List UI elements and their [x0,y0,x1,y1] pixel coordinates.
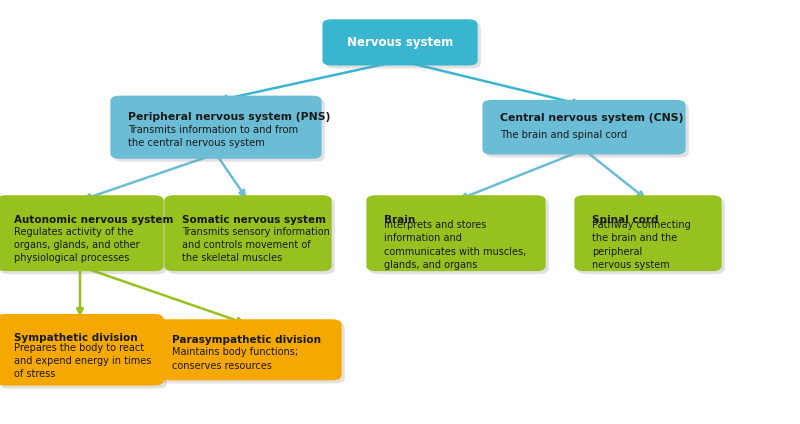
Text: Transmits information to and from
the central nervous system: Transmits information to and from the ce… [128,125,298,148]
FancyBboxPatch shape [0,195,163,271]
Text: Maintains body functions;
conserves resources: Maintains body functions; conserves reso… [172,347,298,371]
Text: Transmits sensory information
and controls movement of
the skeletal muscles: Transmits sensory information and contro… [182,227,330,263]
Text: Spinal cord: Spinal cord [592,215,658,225]
FancyBboxPatch shape [578,198,725,274]
FancyBboxPatch shape [322,19,478,65]
FancyBboxPatch shape [165,195,331,271]
Text: Interprets and stores
information and
communicates with muscles,
glands, and org: Interprets and stores information and co… [384,220,526,270]
FancyBboxPatch shape [326,22,481,68]
FancyBboxPatch shape [114,99,325,162]
FancyBboxPatch shape [370,198,549,274]
Text: The brain and spinal cord: The brain and spinal cord [500,130,627,140]
FancyBboxPatch shape [0,314,163,386]
FancyBboxPatch shape [482,100,686,155]
FancyBboxPatch shape [154,319,342,380]
Text: Brain: Brain [384,215,415,225]
Text: Prepares the body to react
and expend energy in times
of stress: Prepares the body to react and expend en… [14,343,151,379]
Text: Autonomic nervous system: Autonomic nervous system [14,215,174,225]
FancyBboxPatch shape [0,317,166,388]
Text: Somatic nervous system: Somatic nervous system [182,215,326,225]
Text: Parasympathetic division: Parasympathetic division [172,335,321,345]
FancyBboxPatch shape [0,198,166,274]
Text: Nervous system: Nervous system [347,36,453,49]
Text: Central nervous system (CNS): Central nervous system (CNS) [500,113,683,123]
Text: Pathway connecting
the brain and the
peripheral
nervous system: Pathway connecting the brain and the per… [592,220,690,270]
Text: Regulates activity of the
organs, glands, and other
physiological processes: Regulates activity of the organs, glands… [14,227,140,263]
Text: Sympathetic division: Sympathetic division [14,332,138,343]
FancyBboxPatch shape [110,96,322,159]
FancyBboxPatch shape [158,322,345,383]
Text: Peripheral nervous system (PNS): Peripheral nervous system (PNS) [128,112,330,122]
FancyBboxPatch shape [168,198,335,274]
FancyBboxPatch shape [574,195,722,271]
FancyBboxPatch shape [366,195,546,271]
FancyBboxPatch shape [486,103,689,158]
